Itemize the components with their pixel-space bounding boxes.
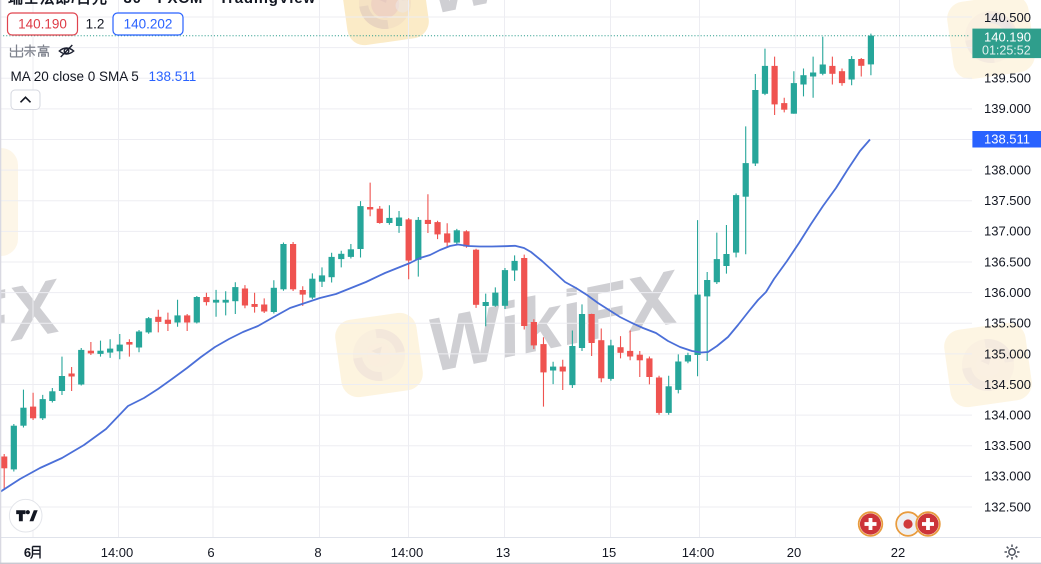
svg-text:13: 13 [496,545,510,560]
svg-text:134.500: 134.500 [984,377,1031,392]
svg-text:140.190: 140.190 [18,17,67,32]
svg-text:133.000: 133.000 [984,469,1031,484]
svg-text:139.000: 139.000 [984,101,1031,116]
svg-text:137.500: 137.500 [984,193,1031,208]
svg-text:133.500: 133.500 [984,438,1031,453]
svg-text:138.511: 138.511 [149,69,197,84]
svg-text:132.500: 132.500 [984,500,1031,515]
svg-text:瑞士法郎/日元 · 30 · FXCM · TradingV: 瑞士法郎/日元 · 30 · FXCM · TradingView [8,0,316,7]
svg-text:138.000: 138.000 [984,163,1031,178]
svg-text:140.500: 140.500 [984,10,1031,25]
svg-text:15: 15 [602,545,616,560]
svg-text:6: 6 [207,545,214,560]
svg-text:135.500: 135.500 [984,316,1031,331]
svg-text:8: 8 [314,545,321,560]
svg-text:134.000: 134.000 [984,408,1031,423]
svg-text:6: 6 [24,545,31,560]
svg-text:22: 22 [891,545,905,560]
svg-text:14:00: 14:00 [391,545,424,560]
svg-text:WikiFX: WikiFX [420,0,689,31]
svg-text:14:00: 14:00 [682,545,715,560]
svg-text:138.511: 138.511 [984,132,1030,147]
svg-text:1.2: 1.2 [86,17,105,32]
svg-text:136.000: 136.000 [984,285,1031,300]
svg-text:136.500: 136.500 [984,255,1031,270]
svg-text:14:00: 14:00 [101,545,134,560]
svg-text:139.500: 139.500 [984,71,1031,86]
svg-text:20: 20 [787,545,801,560]
svg-text:01:25:52: 01:25:52 [982,44,1031,58]
svg-text:140.190: 140.190 [984,30,1031,45]
svg-text:137.000: 137.000 [984,224,1031,239]
svg-text:135.000: 135.000 [984,347,1031,362]
svg-text:MA 20 close 0 SMA 5: MA 20 close 0 SMA 5 [11,69,139,84]
svg-text:140.202: 140.202 [124,17,173,32]
